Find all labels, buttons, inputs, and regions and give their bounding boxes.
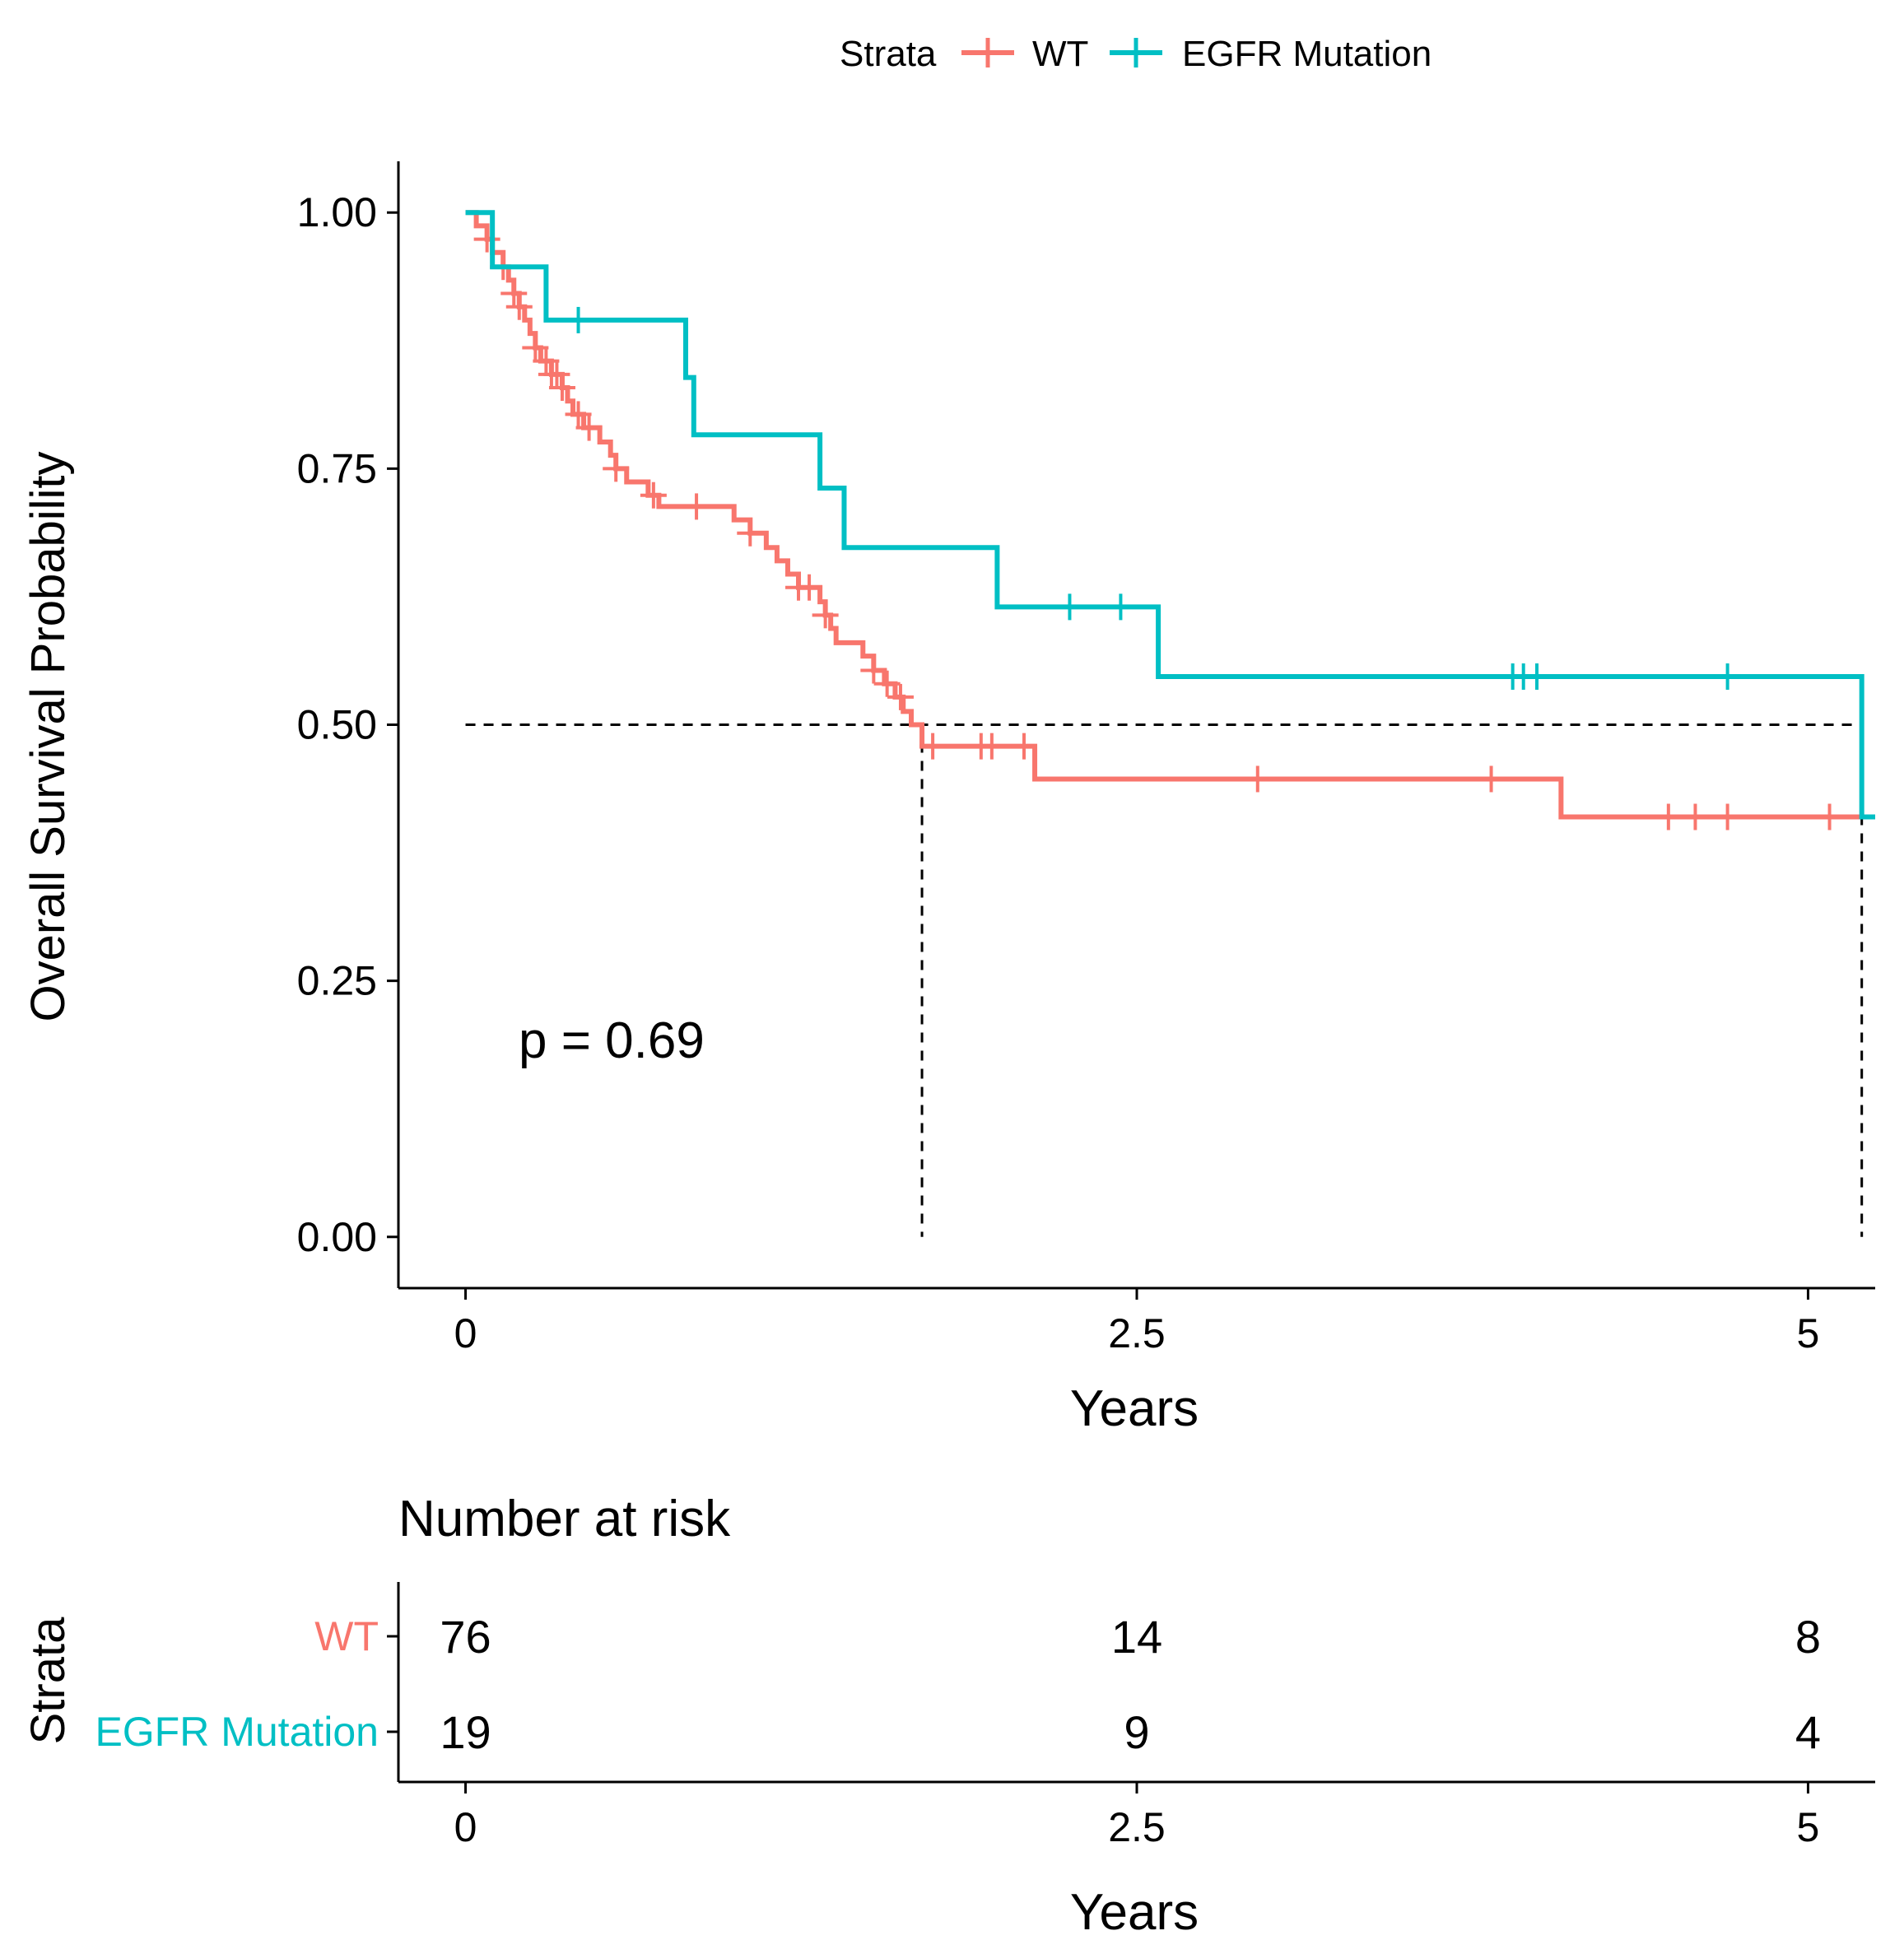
y-tick-label: 1.00 <box>297 189 377 235</box>
legend-label-wt: WT <box>1032 34 1088 74</box>
censor-mark-wt <box>1816 803 1843 830</box>
y-tick-label: 0.75 <box>297 445 377 491</box>
legend-key-egfr <box>1110 38 1162 67</box>
censor-mark-wt <box>473 226 500 253</box>
risk-table-axes: 0 2.5 5 WT EGFR Mutation <box>95 1582 1875 1850</box>
x-tick-label: 5 <box>1797 1310 1820 1356</box>
risk-count: 8 <box>1795 1611 1821 1663</box>
legend-label-egfr: EGFR Mutation <box>1182 34 1431 74</box>
censor-mark-egfr <box>1107 593 1134 621</box>
censor-mark-egfr <box>1714 663 1741 691</box>
x-tick-label: 0 <box>454 1310 477 1356</box>
censor-mark-wt <box>737 519 764 547</box>
risk-x-tick-label: 5 <box>1797 1804 1820 1850</box>
censor-mark-egfr <box>565 306 592 333</box>
risk-table-x-title: Years <box>1070 1884 1199 1941</box>
censor-mark-wt <box>505 293 533 320</box>
legend-key-wt <box>961 38 1014 67</box>
risk-table: Number at risk Strata Years 0 2.5 5 WT EGFR … <box>21 1491 1875 1941</box>
x-axis-title: Years <box>1070 1380 1199 1437</box>
plot-axes: 0.00 0.25 0.50 0.75 1.00 0 2.5 5 <box>297 161 1875 1356</box>
censor-mark-wt <box>812 602 839 629</box>
censor-mark-wt <box>548 375 575 402</box>
censor-mark-wt <box>500 280 528 307</box>
censor-mark-wt <box>1478 765 1505 793</box>
legend: Strata WT EGFR Mutation <box>840 34 1431 74</box>
censor-mark-wt <box>533 347 560 375</box>
censor-mark-wt <box>543 361 570 388</box>
risk-table-cells: 76 14 8 19 9 4 <box>440 1611 1821 1758</box>
censor-mark-wt <box>796 574 823 601</box>
p-value-annotation: p = 0.69 <box>519 1012 705 1069</box>
censor-mark-wt <box>683 493 710 520</box>
risk-count: 76 <box>440 1611 491 1663</box>
x-tick-label: 2.5 <box>1108 1310 1166 1356</box>
risk-table-y-title: Strata <box>21 1617 75 1744</box>
risk-row-label: EGFR Mutation <box>95 1709 379 1755</box>
censor-mark-wt <box>640 482 667 509</box>
survival-curve-wt <box>465 210 1862 820</box>
censor-mark-egfr <box>1524 663 1551 691</box>
censor-mark-wt <box>860 657 887 684</box>
censor-mark-wt <box>603 455 630 482</box>
y-tick-label: 0.25 <box>297 958 377 1004</box>
censor-mark-wt <box>1655 803 1682 830</box>
legend-title: Strata <box>840 34 937 74</box>
risk-count: 14 <box>1111 1611 1162 1663</box>
risk-x-tick-label: 0 <box>454 1804 477 1850</box>
censor-mark-wt <box>919 733 947 760</box>
censor-mark-wt <box>1714 803 1741 830</box>
censor-mark-wt <box>1011 733 1038 760</box>
censor-mark-wt <box>1244 765 1271 793</box>
survival-curve-egfr <box>465 210 1875 820</box>
risk-count: 4 <box>1795 1706 1821 1758</box>
y-axis-title: Overall Survival Probability <box>21 451 75 1021</box>
censor-mark-wt <box>873 670 901 697</box>
risk-count: 19 <box>440 1706 491 1758</box>
risk-row-label: WT <box>314 1613 379 1659</box>
plot-marks <box>465 210 1875 1237</box>
censor-mark-wt <box>978 733 1005 760</box>
risk-x-tick-label: 2.5 <box>1108 1804 1166 1850</box>
censor-mark-wt <box>565 401 592 428</box>
risk-count: 9 <box>1124 1706 1149 1758</box>
y-tick-label: 0.50 <box>297 702 377 748</box>
survival-plot: 0.00 0.25 0.50 0.75 1.00 0 2.5 5 p = 0.69 Overa… <box>21 161 1875 1437</box>
censor-mark-egfr <box>1056 593 1083 621</box>
y-tick-label: 0.00 <box>297 1214 377 1260</box>
censor-mark-wt <box>1682 803 1709 830</box>
censor-mark-wt <box>522 334 549 361</box>
risk-table-title: Number at risk <box>398 1491 731 1547</box>
censor-mark-wt <box>575 414 603 441</box>
censor-mark-wt <box>887 683 914 710</box>
